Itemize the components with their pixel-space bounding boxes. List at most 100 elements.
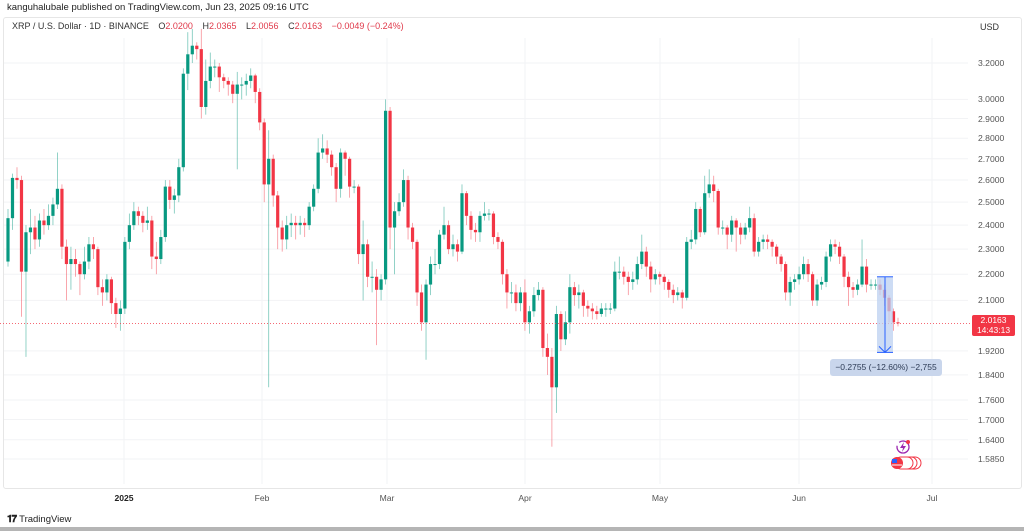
candle-up[interactable]	[613, 261, 617, 312]
candle-up[interactable]	[819, 276, 824, 290]
candle-up[interactable]	[793, 274, 797, 290]
candle-up[interactable]	[428, 256, 433, 296]
candle-up[interactable]	[617, 256, 621, 280]
candle-down[interactable]	[136, 206, 140, 226]
candle-down[interactable]	[752, 213, 756, 257]
candle-up[interactable]	[123, 237, 127, 315]
candle-down[interactable]	[500, 239, 505, 285]
candle-up[interactable]	[392, 202, 397, 275]
candle-down[interactable]	[725, 225, 729, 250]
candle-up[interactable]	[401, 169, 406, 207]
candle-down[interactable]	[195, 42, 199, 60]
candle-up[interactable]	[370, 261, 374, 293]
candle-up[interactable]	[285, 215, 289, 250]
candle-up[interactable]	[460, 184, 464, 255]
candle-down[interactable]	[100, 279, 104, 306]
candle-down[interactable]	[464, 191, 469, 226]
candle-down[interactable]	[595, 305, 599, 320]
candle-up[interactable]	[163, 180, 167, 242]
candle-down[interactable]	[712, 175, 716, 203]
candle-up[interactable]	[487, 208, 491, 221]
candle-up[interactable]	[240, 77, 244, 100]
candle-down[interactable]	[325, 140, 329, 163]
candle-down[interactable]	[496, 232, 500, 250]
candle-up[interactable]	[482, 202, 487, 221]
candle-down[interactable]	[698, 206, 702, 238]
candle-up[interactable]	[316, 138, 320, 194]
candle-up[interactable]	[127, 213, 131, 250]
candle-up[interactable]	[186, 32, 190, 91]
candle-up[interactable]	[748, 206, 752, 233]
candle-down[interactable]	[226, 77, 230, 96]
candle-up[interactable]	[397, 193, 401, 216]
candle-up[interactable]	[437, 229, 442, 270]
candle-up[interactable]	[635, 256, 639, 285]
candle-up[interactable]	[55, 152, 60, 209]
candle-up[interactable]	[145, 206, 149, 230]
candle-down[interactable]	[837, 241, 842, 265]
candle-up[interactable]	[532, 287, 536, 317]
candle-down[interactable]	[114, 297, 118, 328]
candle-up[interactable]	[442, 206, 446, 240]
candle-up[interactable]	[451, 234, 455, 257]
candle-up[interactable]	[379, 274, 383, 301]
candle-up[interactable]	[352, 180, 356, 194]
candle-down[interactable]	[154, 241, 158, 275]
candle-up[interactable]	[312, 184, 316, 212]
candle-up[interactable]	[743, 222, 747, 240]
candle-up[interactable]	[694, 202, 698, 245]
candle-up[interactable]	[69, 246, 73, 290]
candle-down[interactable]	[365, 239, 370, 288]
candle-down[interactable]	[19, 175, 24, 317]
candle-up[interactable]	[172, 188, 176, 214]
candle-up[interactable]	[10, 173, 15, 230]
candle-down[interactable]	[334, 162, 338, 203]
candle-down[interactable]	[150, 215, 154, 270]
candle-up[interactable]	[289, 213, 293, 238]
candle-up[interactable]	[28, 208, 33, 255]
candle-down[interactable]	[217, 63, 221, 92]
candle-up[interactable]	[721, 220, 725, 235]
candle-down[interactable]	[770, 239, 774, 257]
candle-down[interactable]	[60, 184, 64, 260]
candle-down[interactable]	[896, 317, 900, 327]
candle-down[interactable]	[64, 239, 69, 301]
candle-up[interactable]	[509, 281, 514, 304]
candle-down[interactable]	[775, 244, 779, 265]
candle-up[interactable]	[82, 246, 87, 280]
candle-up[interactable]	[604, 303, 608, 317]
candle-down[interactable]	[419, 284, 424, 331]
candle-down[interactable]	[343, 150, 347, 176]
candle-down[interactable]	[415, 239, 419, 306]
candle-up[interactable]	[46, 204, 51, 230]
candle-down[interactable]	[410, 222, 415, 250]
candle-down[interactable]	[658, 271, 662, 285]
candle-up[interactable]	[873, 279, 878, 290]
candle-down[interactable]	[258, 88, 262, 131]
candle-down[interactable]	[864, 259, 869, 293]
candle-down[interactable]	[276, 191, 280, 250]
candle-up[interactable]	[676, 287, 680, 301]
candle-up[interactable]	[478, 211, 482, 242]
candle-down[interactable]	[455, 239, 460, 262]
candle-down[interactable]	[716, 188, 720, 235]
candle-down[interactable]	[842, 254, 846, 288]
candle-up[interactable]	[536, 281, 541, 301]
candle-up[interactable]	[860, 239, 864, 288]
candle-down[interactable]	[739, 222, 743, 245]
candle-down[interactable]	[141, 211, 145, 233]
candle-down[interactable]	[91, 237, 96, 260]
candle-down[interactable]	[78, 261, 82, 296]
candle-down[interactable]	[280, 220, 284, 252]
candle-up[interactable]	[339, 148, 343, 198]
candle-down[interactable]	[550, 348, 554, 447]
candle-down[interactable]	[891, 308, 896, 331]
candle-up[interactable]	[159, 229, 163, 265]
candle-up[interactable]	[235, 71, 239, 170]
us-economic-events-icon[interactable]	[889, 456, 923, 470]
candle-down[interactable]	[667, 279, 671, 298]
candle-up[interactable]	[828, 239, 833, 262]
candle-down[interactable]	[833, 239, 837, 255]
candle-up[interactable]	[204, 59, 208, 115]
candle-down[interactable]	[622, 266, 626, 285]
